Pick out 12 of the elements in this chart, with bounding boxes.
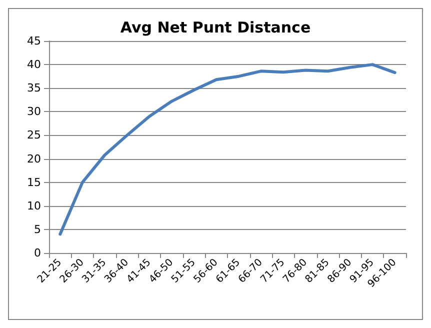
line-series (58, 63, 396, 236)
y-tick-label: 15 (27, 176, 41, 189)
y-tick-label: 30 (27, 105, 41, 118)
y-tick-label: 10 (27, 199, 41, 212)
y-tick-label: 20 (27, 152, 41, 166)
y-tick-label: 5 (34, 222, 41, 236)
y-tick-label: 40 (27, 58, 41, 72)
chart-title: Avg Net Punt Distance (120, 18, 311, 36)
y-tick-label: 0 (34, 246, 41, 260)
y-tick-label: 35 (27, 82, 41, 95)
y-tick-label: 45 (27, 34, 41, 48)
y-tick-label: 25 (27, 128, 41, 142)
